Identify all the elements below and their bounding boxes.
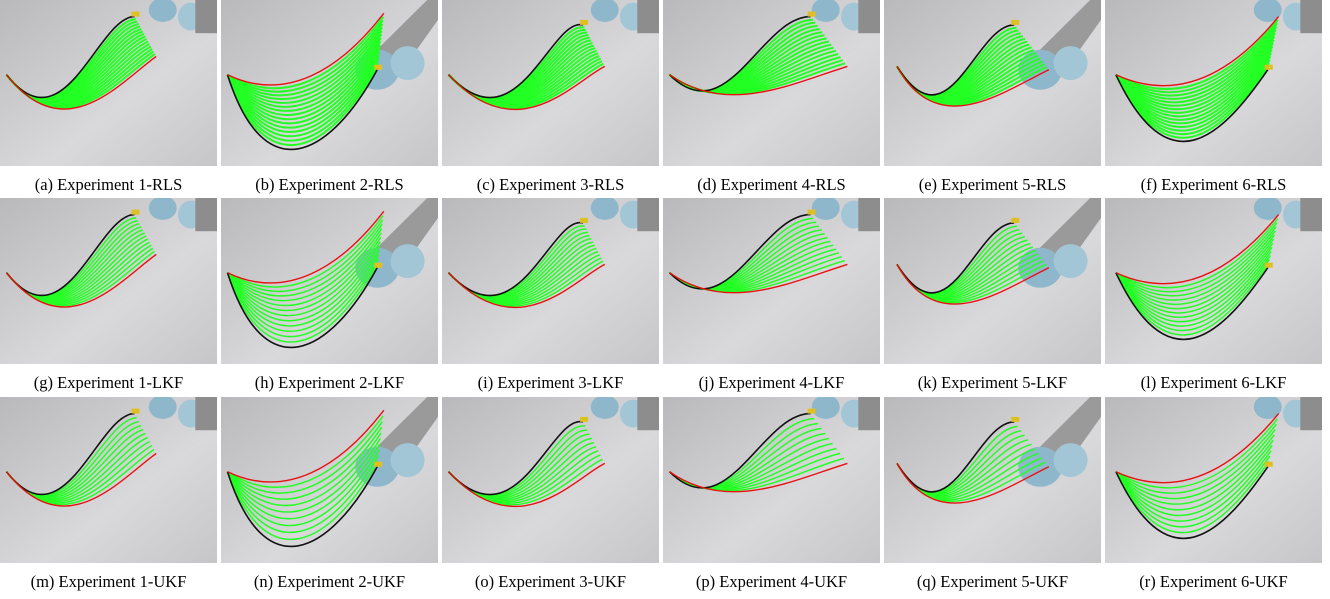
gripper: [1265, 462, 1273, 467]
caption: (c) Experiment 3-RLS: [440, 175, 661, 195]
photo: [884, 397, 1101, 563]
caption: (o) Experiment 3-UKF: [440, 572, 661, 592]
caption: (e) Experiment 5-RLS: [882, 175, 1103, 195]
robot-arm: [195, 0, 217, 33]
caption: (b) Experiment 2-RLS: [219, 175, 440, 195]
robot-arm: [195, 397, 217, 430]
caption: (g) Experiment 1-LKF: [0, 373, 219, 393]
photo: [221, 198, 438, 364]
photo: [1105, 198, 1322, 364]
gripper: [808, 409, 816, 414]
gripper: [580, 417, 588, 422]
robot-arm: [195, 198, 217, 231]
photo: [884, 0, 1101, 166]
photo: [221, 0, 438, 166]
robot-joint: [1054, 46, 1088, 80]
caption: (r) Experiment 6-UKF: [1103, 572, 1324, 592]
gripper: [1011, 20, 1019, 25]
caption: (q) Experiment 5-UKF: [882, 572, 1103, 592]
photo: [0, 397, 217, 563]
caption: (m) Experiment 1-UKF: [0, 572, 219, 592]
photo: [0, 0, 217, 166]
robot-arm: [1300, 0, 1322, 33]
robot-arm: [1300, 397, 1322, 430]
caption: (j) Experiment 4-LKF: [661, 373, 882, 393]
robot-arm: [637, 198, 659, 231]
gripper: [1265, 263, 1273, 268]
caption: (d) Experiment 4-RLS: [661, 175, 882, 195]
photo: [663, 0, 880, 166]
caption: (h) Experiment 2-LKF: [219, 373, 440, 393]
caption: (i) Experiment 3-LKF: [440, 373, 661, 393]
photo: [1105, 0, 1322, 166]
gripper: [1011, 417, 1019, 422]
robot-arm: [858, 198, 880, 231]
gripper: [808, 12, 816, 17]
gripper: [808, 210, 816, 215]
photo: [442, 198, 659, 364]
robot-arm: [858, 0, 880, 33]
photo: [221, 397, 438, 563]
gripper: [132, 12, 140, 17]
photo: [442, 0, 659, 166]
photo: [442, 397, 659, 563]
robot-joint: [1054, 244, 1088, 278]
robot-joint: [391, 244, 425, 278]
gripper: [1265, 65, 1273, 70]
robot-joint: [1054, 443, 1088, 477]
caption: (n) Experiment 2-UKF: [219, 572, 440, 592]
gripper: [580, 218, 588, 223]
robot-joint: [391, 443, 425, 477]
gripper: [580, 20, 588, 25]
photo: [0, 198, 217, 364]
robot-arm: [637, 397, 659, 430]
photo: [884, 198, 1101, 364]
gripper: [132, 210, 140, 215]
robot-arm: [637, 0, 659, 33]
robot-arm: [858, 397, 880, 430]
photo: [1105, 397, 1322, 563]
gripper: [1011, 218, 1019, 223]
caption: (p) Experiment 4-UKF: [661, 572, 882, 592]
caption: (f) Experiment 6-RLS: [1103, 175, 1324, 195]
photo: [663, 397, 880, 563]
gripper: [374, 462, 382, 467]
gripper: [374, 65, 382, 70]
gripper: [132, 409, 140, 414]
robot-joint: [391, 46, 425, 80]
photo: [663, 198, 880, 364]
figure: (a) Experiment 1-RLS(b) Experiment 2-RLS…: [0, 0, 1330, 599]
caption: (l) Experiment 6-LKF: [1103, 373, 1324, 393]
caption: (a) Experiment 1-RLS: [0, 175, 219, 195]
robot-arm: [1300, 198, 1322, 231]
gripper: [374, 263, 382, 268]
caption: (k) Experiment 5-LKF: [882, 373, 1103, 393]
